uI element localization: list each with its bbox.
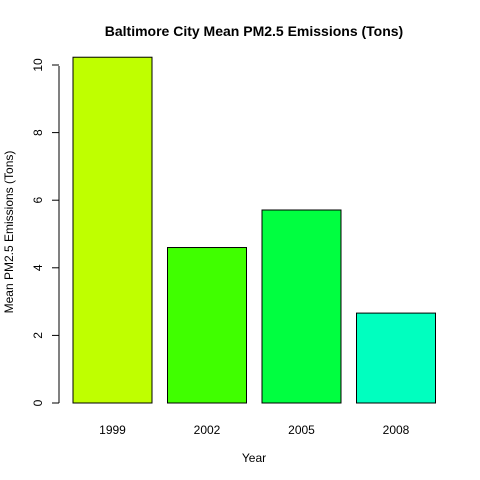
y-tick-label-2: 2 [31, 332, 45, 339]
y-tick-label-0: 0 [31, 399, 45, 406]
bar-2005 [261, 209, 342, 404]
x-tick-label-2005: 2005 [288, 423, 315, 437]
chart-title: Baltimore City Mean PM2.5 Emissions (Ton… [105, 23, 403, 39]
y-tick-label-4: 4 [31, 264, 45, 271]
y-axis-label: Mean PM2.5 Emissions (Tons) [2, 151, 16, 314]
y-tick-label-10: 10 [31, 58, 45, 72]
x-tick-label-2008: 2008 [383, 423, 410, 437]
bar-2008 [356, 312, 436, 404]
y-tick-label-8: 8 [31, 129, 45, 136]
bar-1999 [72, 56, 153, 404]
bar-2002 [167, 247, 247, 404]
y-ticks-group: 0 2 4 6 8 10 [31, 58, 59, 406]
bars-group [72, 56, 436, 404]
x-tick-labels-group: 1999 2002 2005 2008 [99, 423, 410, 437]
x-tick-label-1999: 1999 [99, 423, 126, 437]
x-tick-label-2002: 2002 [194, 423, 221, 437]
x-axis-label: Year [242, 451, 266, 465]
y-tick-label-6: 6 [31, 197, 45, 204]
